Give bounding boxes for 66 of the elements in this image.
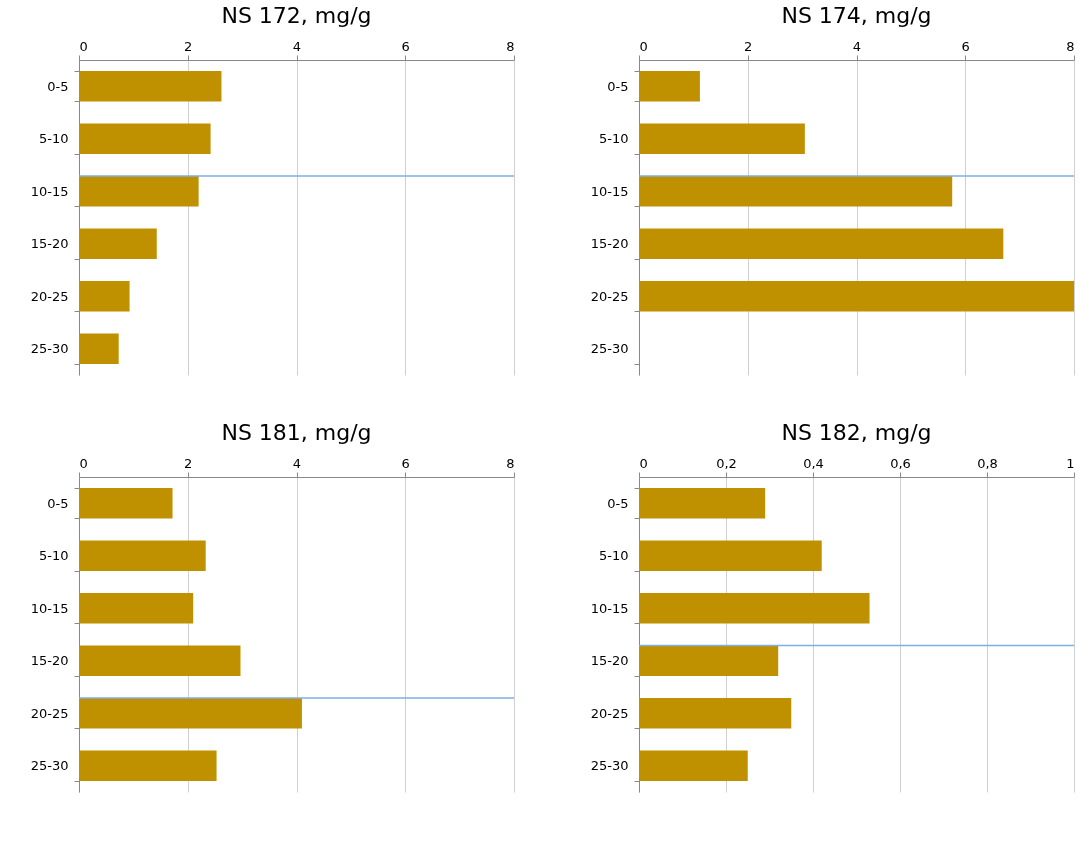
x-tick-label: 0 — [79, 38, 88, 54]
bar — [639, 281, 1074, 312]
y-tick-label: 15-20 — [590, 236, 629, 252]
y-tick-label: 0-5 — [607, 78, 629, 94]
bar — [639, 593, 870, 624]
y-tick-label: 10-15 — [590, 183, 629, 199]
x-tick-label: 0 — [639, 38, 648, 54]
x-tick-label: 6 — [401, 38, 410, 54]
y-tick-label: 10-15 — [30, 600, 69, 616]
y-tick-label: 10-15 — [590, 600, 629, 616]
x-tick-label: 0,8 — [977, 455, 998, 471]
y-tick-label: 5-10 — [598, 548, 629, 564]
bar — [639, 645, 779, 676]
x-tick-label: 4 — [852, 38, 862, 54]
x-tick-label: 1 — [1066, 455, 1075, 471]
y-tick-label: 20-25 — [590, 705, 629, 721]
y-tick-label: 25-30 — [590, 758, 629, 774]
x-tick-label: 4 — [292, 38, 302, 54]
x-tick-label: 8 — [506, 38, 515, 54]
y-tick-label: 5-10 — [598, 131, 629, 147]
y-tick-label: 15-20 — [30, 653, 69, 669]
y-tick-label: 25-30 — [30, 341, 69, 357]
x-tick-label: 0,6 — [890, 455, 911, 471]
bar — [79, 540, 206, 571]
y-tick-label: 0-5 — [47, 78, 69, 94]
y-tick-label: 20-25 — [30, 288, 69, 304]
x-tick-label: 0,4 — [803, 455, 824, 471]
y-tick-label: 25-30 — [590, 341, 629, 357]
bar — [79, 593, 194, 624]
y-tick-label: 15-20 — [30, 236, 69, 252]
x-tick-label: 0 — [639, 455, 648, 471]
chart-title: NS 181, mg/g — [221, 420, 372, 445]
y-tick-label: 15-20 — [590, 653, 629, 669]
x-tick-label: 8 — [506, 455, 515, 471]
x-tick-label: 2 — [184, 38, 193, 54]
x-tick-label: 2 — [184, 455, 193, 471]
bar — [639, 488, 766, 519]
bar — [639, 176, 953, 207]
bar — [639, 71, 700, 102]
y-tick-label: 0-5 — [47, 495, 69, 511]
x-tick-label: 0 — [79, 455, 88, 471]
chart-title: NS 172, mg/g — [221, 3, 372, 28]
bar — [79, 698, 302, 729]
y-tick-label: 5-10 — [38, 548, 69, 564]
x-tick-label: 4 — [292, 455, 302, 471]
x-tick-label: 6 — [961, 38, 970, 54]
bar — [639, 750, 748, 781]
y-tick-label: 20-25 — [590, 288, 629, 304]
y-tick-label: 25-30 — [30, 758, 69, 774]
bar — [639, 698, 792, 729]
y-tick-label: 5-10 — [38, 131, 69, 147]
x-tick-label: 2 — [744, 38, 753, 54]
bar — [639, 123, 805, 154]
y-tick-label: 0-5 — [607, 495, 629, 511]
y-tick-label: 10-15 — [30, 183, 69, 199]
bar — [639, 228, 1004, 259]
bar — [79, 645, 241, 676]
bar — [639, 540, 822, 571]
chart-title: NS 182, mg/g — [781, 420, 932, 445]
bar — [79, 750, 217, 781]
y-tick-label: 20-25 — [30, 705, 69, 721]
x-tick-label: 6 — [401, 455, 410, 471]
x-tick-label: 8 — [1066, 38, 1075, 54]
chart-title: NS 174, mg/g — [781, 3, 932, 28]
bar — [79, 488, 173, 519]
x-tick-label: 0,2 — [716, 455, 737, 471]
